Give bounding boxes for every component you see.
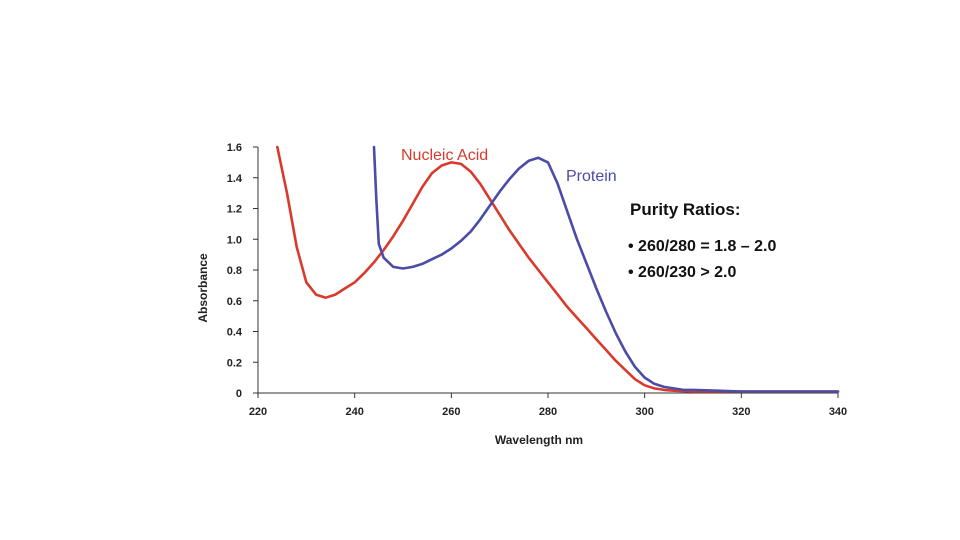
- purity-ratios-title: Purity Ratios:: [630, 200, 741, 219]
- x-tick-label: 320: [732, 406, 750, 418]
- axes: [257, 147, 838, 394]
- series-line-protein: [372, 145, 840, 393]
- series-lines: [276, 145, 840, 393]
- x-tick-label: 220: [249, 406, 267, 418]
- purity-ratios-panel: Purity Ratios: • 260/280 = 1.8 – 2.0 • 2…: [628, 200, 776, 281]
- y-tick-label: 0.8: [227, 265, 242, 277]
- x-tick-label: 240: [345, 406, 363, 418]
- y-tick-label: 0.2: [227, 357, 242, 369]
- x-tick-label: 340: [829, 406, 847, 418]
- y-axis-title: Absorbance: [196, 253, 210, 323]
- y-tick-label: 0: [236, 388, 242, 400]
- purity-ratio-260-280: • 260/280 = 1.8 – 2.0: [628, 238, 776, 255]
- series-label-protein: Protein: [566, 168, 617, 185]
- x-tick-label: 280: [539, 406, 557, 418]
- series-line-nucleic-acid: [276, 145, 840, 393]
- y-tick-label: 1.2: [227, 204, 242, 216]
- series-label-nucleic-acid: Nucleic Acid: [401, 147, 488, 164]
- x-axis-title: Wavelength nm: [495, 433, 583, 447]
- y-tick-label: 0.4: [227, 327, 243, 339]
- y-tick-label: 1.6: [227, 142, 242, 154]
- purity-ratio-260-230: • 260/230 > 2.0: [628, 264, 736, 281]
- x-tick-label: 260: [442, 406, 460, 418]
- y-tick-label: 1.4: [227, 173, 243, 185]
- x-tick-label: 300: [635, 406, 653, 418]
- x-axis-ticks: 220 240 260 280 300 320 340: [249, 393, 847, 418]
- y-axis-ticks: 0 0.2 0.4 0.6 0.8 1.0 1.2 1.4 1.6: [227, 142, 258, 400]
- y-tick-label: 0.6: [227, 296, 242, 308]
- y-tick-label: 1.0: [227, 234, 242, 246]
